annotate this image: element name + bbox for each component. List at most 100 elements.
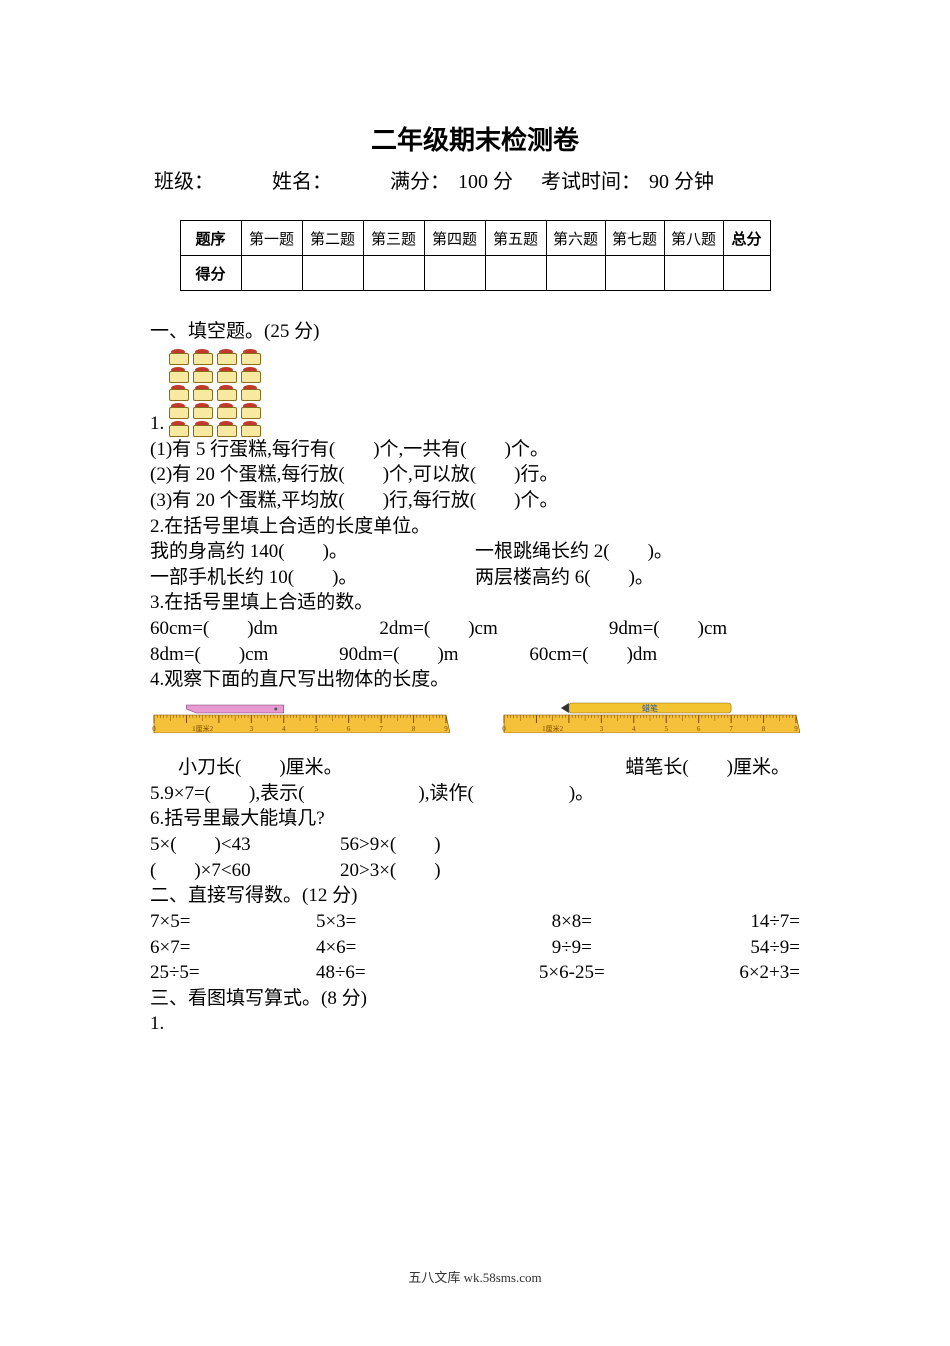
s2-heading: 二、直接写得数。(12 分) [150,883,800,909]
svg-text:7: 7 [729,725,733,733]
td-blank [424,256,485,291]
calc-cell: 9÷9= [482,935,662,961]
th-q3: 第三题 [363,221,424,256]
td-blank [241,256,302,291]
th-q7: 第七题 [605,221,664,256]
cake-icon [167,365,189,383]
svg-text:1厘米2: 1厘米2 [192,724,213,733]
svg-text:8: 8 [412,725,416,733]
section-1: 一、填空题。(25 分) 1. (1)有 5 行蛋糕,每行有( )个,一共有( … [150,319,800,883]
cake-icon [191,365,213,383]
svg-text:蜡笔: 蜡笔 [642,703,658,713]
q6-3: ( )×7<60 [150,858,320,884]
cake-icon [191,347,213,365]
td-blank [546,256,605,291]
q3-row1: 60cm=( )dm 2dm=( )cm 9dm=( )cm [150,616,800,642]
td-blank [723,256,770,291]
class-label: 班级： [154,165,214,194]
s1-heading: 一、填空题。(25 分) [150,319,800,345]
svg-text:5: 5 [314,725,318,733]
page: 二年级期末检测卷 班级： 姓名： 满分： 100 分 考试时间： 90 分钟 题… [0,0,950,1346]
ruler-right-block: 034567891厘米2蜡笔 [500,697,800,733]
cake-icon [191,401,213,419]
th-seq: 题序 [180,221,241,256]
td-blank [664,256,723,291]
svg-text:0: 0 [502,725,506,733]
q1-2: (2)有 20 个蛋糕,每行放( )个,可以放( )行。 [150,462,800,488]
th-q1: 第一题 [241,221,302,256]
ruler-row: 034567891厘米2 034567891厘米2蜡笔 [150,697,800,733]
cake-icon [167,419,189,437]
q1-3: (3)有 20 个蛋糕,平均放( )行,每行放( )个。 [150,488,800,514]
svg-text:4: 4 [282,725,286,733]
cake-icon [215,347,237,365]
cake-icon [239,347,261,365]
q3-r1-1: 60cm=( )dm [150,616,379,642]
page-title: 二年级期末检测卷 [150,120,800,157]
q6-1: 5×( )<43 [150,832,320,858]
measure-labels: 小刀长( )厘米。 蜡笔长( )厘米。 [150,755,800,781]
cake-icon [215,365,237,383]
calc-cell: 6×2+3= [662,960,800,986]
svg-text:1厘米2: 1厘米2 [542,724,563,733]
cake-icon [239,419,261,437]
q3-r2-3: 60cm=( )dm [529,642,710,668]
calc-cell: 8×8= [482,909,662,935]
q3-r2-2: 90dm=( )m [339,642,511,668]
calc-cell: 48÷6= [316,960,482,986]
th-q6: 第六题 [546,221,605,256]
ruler-right-icon: 034567891厘米2蜡笔 [500,697,800,733]
cake-icon [215,401,237,419]
q3: 3.在括号里填上合适的数。 [150,590,800,616]
page-footer: 五八文库 wk.58sms.com [0,1267,950,1286]
svg-text:7: 7 [379,725,383,733]
s3-heading: 三、看图填写算式。(8 分) [150,986,800,1012]
q2-row-a: 我的身高约 140( )。 一根跳绳长约 2( )。 [150,539,800,565]
td-blank [605,256,664,291]
section-2: 二、直接写得数。(12 分) 7×5= 5×3= 8×8= 14÷7= 6×7=… [150,883,800,986]
cake-grid-icon [166,347,262,437]
cake-icon [239,383,261,401]
svg-text:6: 6 [697,725,701,733]
cake-icon [215,419,237,437]
q2-row-b: 一部手机长约 10( )。 两层楼高约 6( )。 [150,565,800,591]
td-score-label: 得分 [180,256,241,291]
time-value: 90 分钟 [649,165,714,194]
svg-text:6: 6 [347,725,351,733]
th-q4: 第四题 [424,221,485,256]
q1-figure-line: 1. [150,345,800,437]
q3-r2-1: 8dm=( )cm [150,642,321,668]
td-blank [485,256,546,291]
q6: 6.括号里最大能填几? [150,806,800,832]
svg-text:9: 9 [444,725,448,733]
td-blank [363,256,424,291]
q2b-left: 一部手机长约 10( )。 [150,565,475,591]
q6-4: 20>3×( ) [340,858,510,884]
calc-cell: 5×6-25= [482,960,662,986]
ruler-right-caption: 蜡笔长( )厘米。 [625,755,800,781]
cake-icon [215,383,237,401]
table-row: 得分 [180,256,770,291]
cake-icon [167,401,189,419]
ruler-left-caption: 小刀长( )厘米。 [150,755,343,781]
svg-text:4: 4 [632,725,636,733]
cake-icon [167,347,189,365]
cake-icon [239,401,261,419]
svg-text:3: 3 [600,725,604,733]
ruler-left-icon: 034567891厘米2 [150,697,450,733]
q6-grid: 5×( )<43 56>9×( ) ( )×7<60 20>3×( ) [150,832,510,883]
cake-icon [167,383,189,401]
q2a-right: 一根跳绳长约 2( )。 [475,539,800,565]
calc-cell: 6×7= [150,935,316,961]
info-line: 班级： 姓名： 满分： 100 分 考试时间： 90 分钟 [150,165,800,194]
q5: 5.9×7=( ),表示( ),读作( )。 [150,781,800,807]
cake-icon [239,365,261,383]
section-3: 三、看图填写算式。(8 分) 1. [150,986,800,1037]
td-blank [302,256,363,291]
th-q8: 第八题 [664,221,723,256]
calc-grid: 7×5= 5×3= 8×8= 14÷7= 6×7= 4×6= 9÷9= 54÷9… [150,909,800,986]
q1-number: 1. [150,411,164,437]
name-label: 姓名： [272,165,332,194]
q2: 2.在括号里填上合适的长度单位。 [150,514,800,540]
score-table: 题序 第一题 第二题 第三题 第四题 第五题 第六题 第七题 第八题 总分 得分 [180,220,771,291]
